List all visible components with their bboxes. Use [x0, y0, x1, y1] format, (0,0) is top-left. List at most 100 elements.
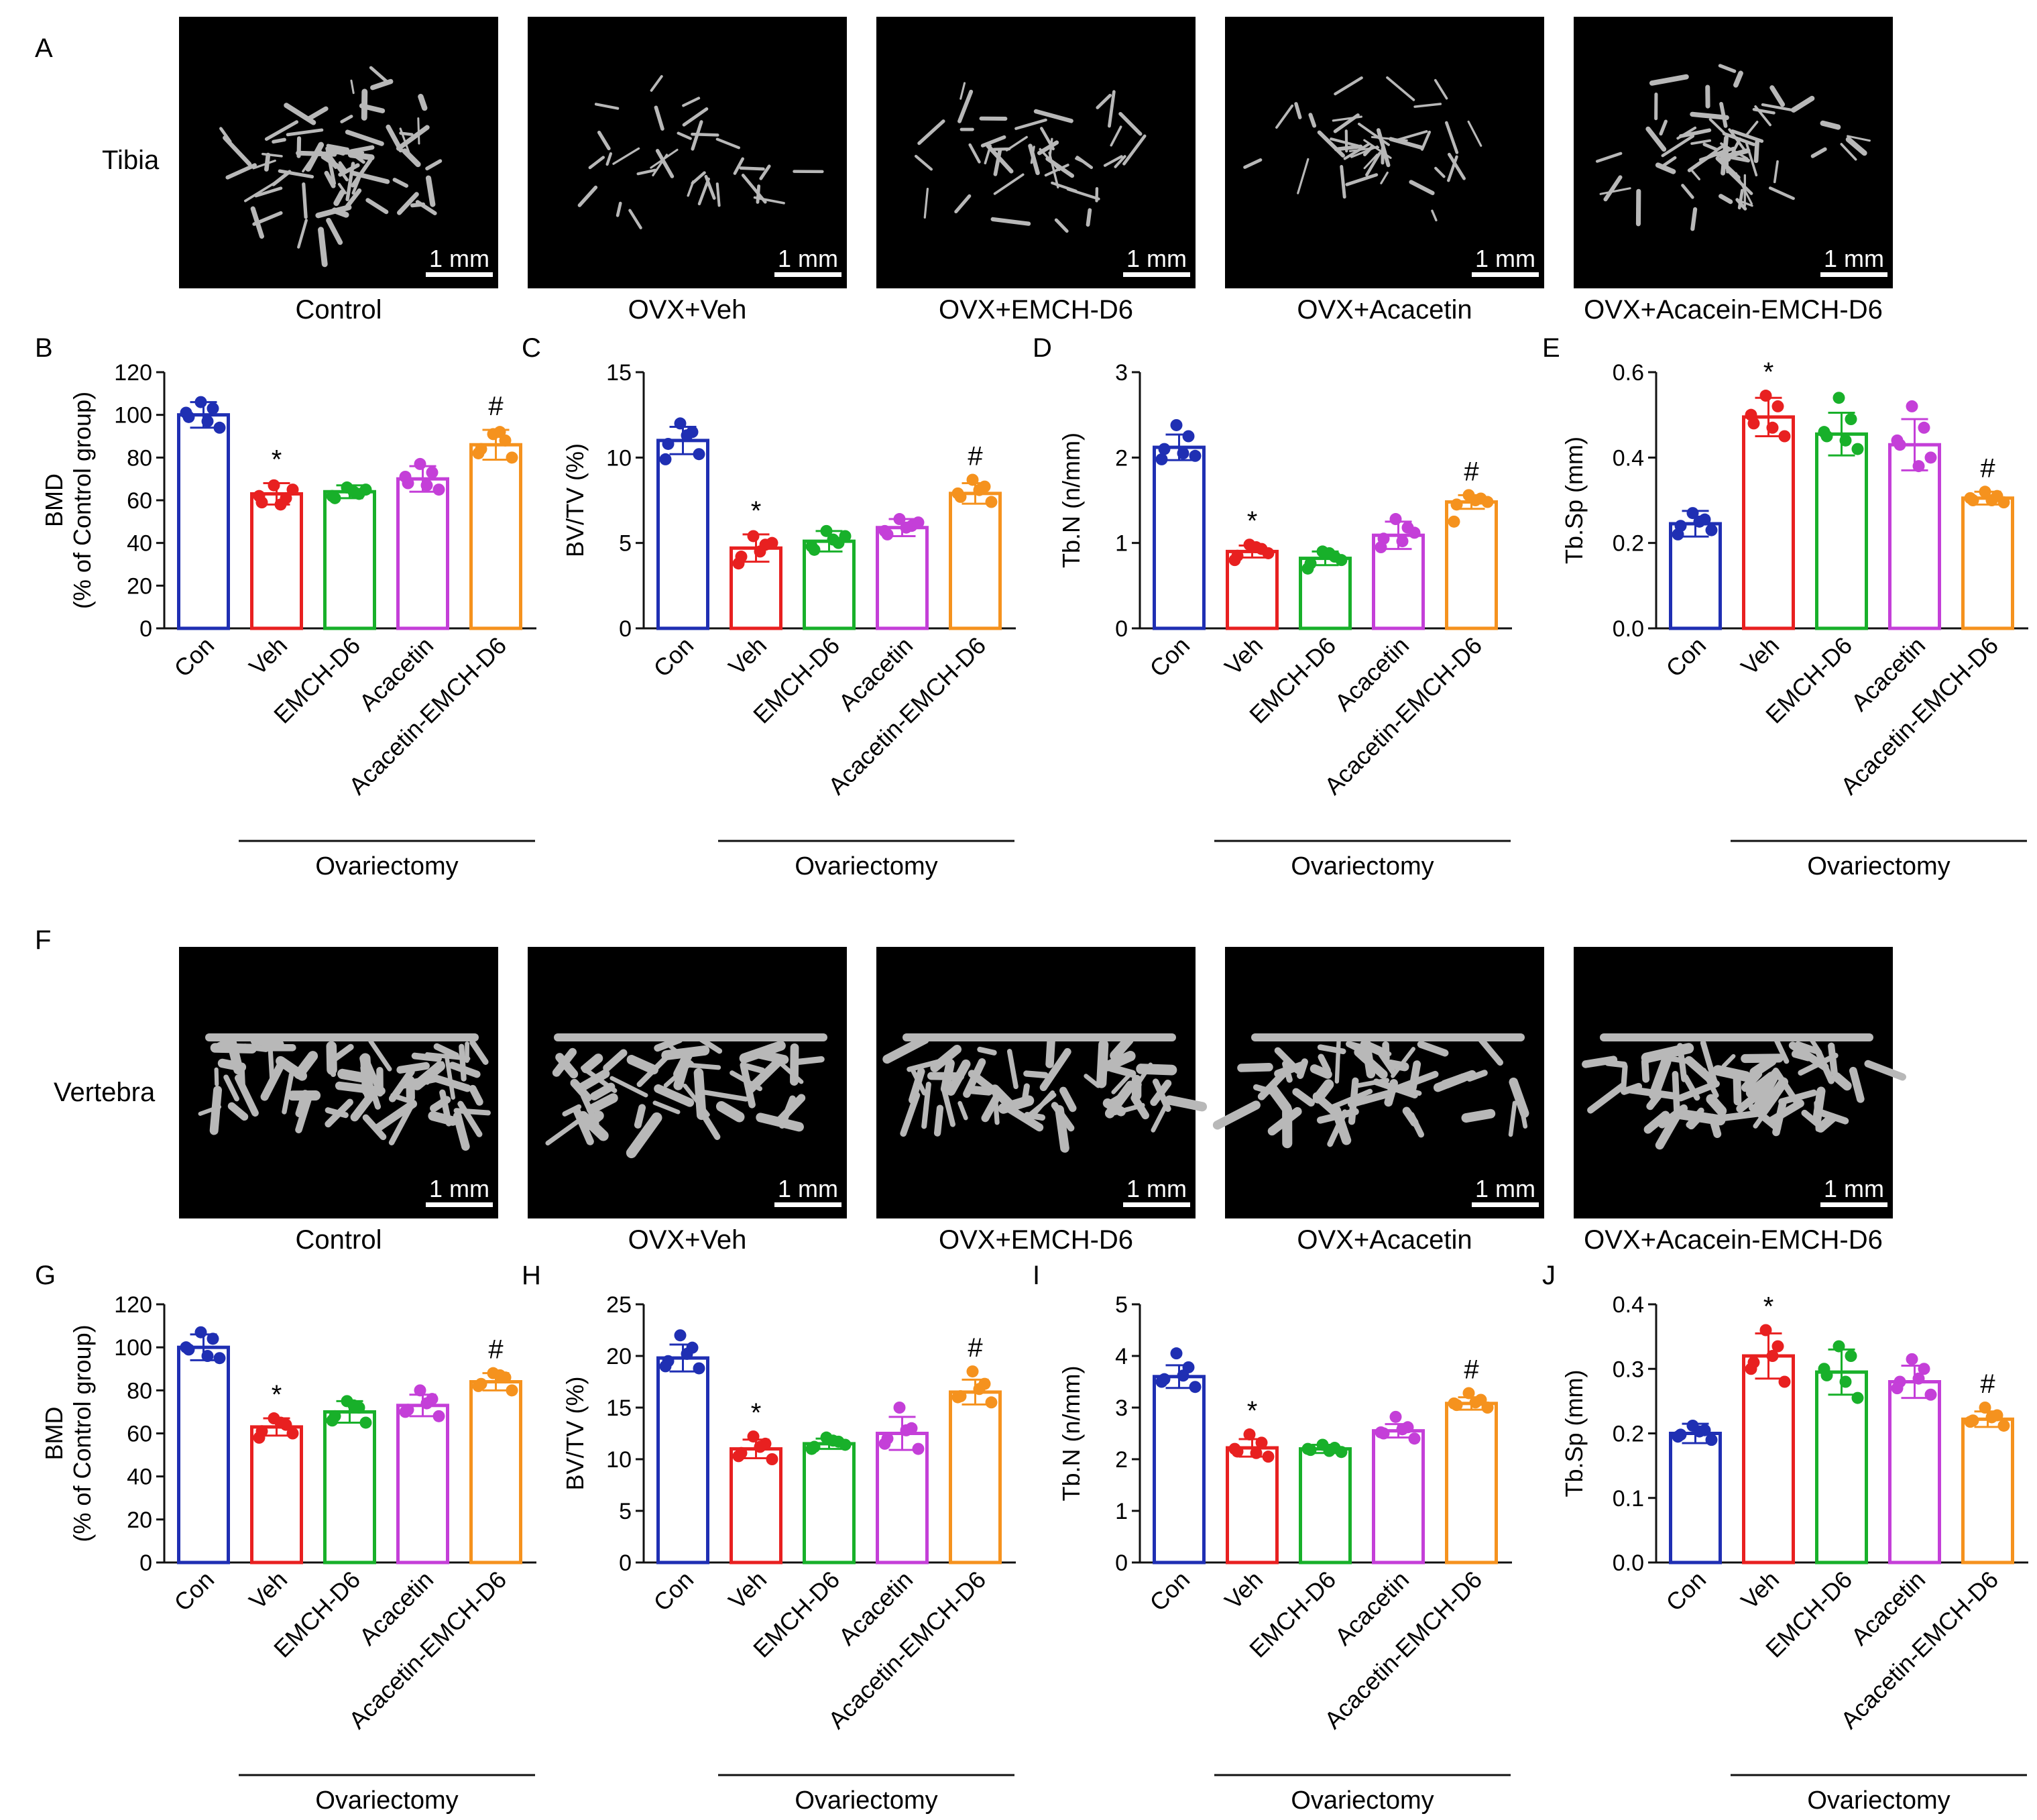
scale-bar [1123, 272, 1190, 277]
trabecula [1110, 1035, 1134, 1061]
data-point [674, 417, 687, 430]
data-point [1158, 443, 1171, 455]
trabecula [345, 129, 384, 146]
image-caption: OVX+EMCH-D6 [939, 1225, 1133, 1255]
data-point [1912, 1372, 1925, 1385]
trabecula [1461, 1108, 1496, 1123]
bar-emch-d6 [1815, 432, 1868, 630]
trabecula [244, 181, 276, 203]
trabecula [209, 1086, 223, 1135]
trabecula [351, 158, 373, 188]
trabecula [326, 217, 343, 245]
data-point [1262, 1451, 1275, 1463]
x-tick-label: Veh [1735, 1566, 1784, 1615]
data-point [1481, 1402, 1494, 1414]
ovariectomy-label: Ovariectomy [315, 852, 458, 880]
trabecula [612, 147, 640, 165]
scale-bar-label: 1 mm [1126, 1175, 1187, 1202]
data-point [1335, 1446, 1348, 1459]
trabecula [1267, 1106, 1302, 1136]
trabecula [1791, 1050, 1812, 1062]
data-point [180, 406, 192, 419]
trabecula [1740, 201, 1753, 207]
significance-star: * [751, 1398, 762, 1428]
y-tick-label: 0 [1115, 616, 1128, 642]
y-tick-label: 15 [606, 360, 632, 386]
trabecula [759, 164, 771, 180]
data-point [1818, 1363, 1830, 1375]
data-point [1389, 513, 1402, 526]
x-tick-label: Con [168, 632, 219, 683]
scale-bar [426, 272, 493, 277]
data-point [1918, 421, 1930, 434]
data-point [1481, 496, 1494, 508]
data-point [900, 521, 913, 534]
trabecula [1661, 134, 1695, 158]
trabecula [469, 1039, 489, 1065]
data-point [754, 545, 766, 558]
y-tick-label: 0 [619, 1550, 632, 1576]
data-point [472, 447, 485, 459]
trabecula [698, 1108, 721, 1140]
trabecula [425, 159, 443, 171]
trabecula [577, 185, 598, 207]
tibia-image-2: 1 mm OVX+Veh [528, 17, 847, 325]
trabecula [430, 1096, 451, 1113]
trabecula [597, 130, 611, 151]
trabecula [696, 1035, 723, 1054]
x-tick-label: Con [1144, 632, 1195, 683]
data-point [839, 1438, 852, 1451]
trabecula [1745, 141, 1758, 177]
trabecula [1075, 157, 1087, 164]
trabecula [652, 1100, 681, 1115]
data-point [286, 484, 299, 496]
bar-acacetin [1888, 1380, 1941, 1565]
trabecula [1751, 1069, 1781, 1117]
panel-letter-f: F [35, 925, 51, 955]
trabecula [1362, 145, 1374, 157]
trabecula [294, 1051, 318, 1080]
trabecula [701, 1089, 749, 1102]
data-point [1979, 486, 1991, 498]
y-tick-label: 20 [127, 573, 152, 599]
scale-bar-label: 1 mm [1824, 245, 1884, 272]
trabecula [1354, 1047, 1388, 1079]
data-point [1448, 1397, 1460, 1410]
trabecula [1151, 1104, 1168, 1133]
trabecula [1478, 1036, 1504, 1066]
data-point [420, 479, 433, 492]
trabecula [930, 1044, 962, 1072]
bar-veh [1226, 1446, 1279, 1565]
data-point [966, 1365, 979, 1378]
data-point [1918, 1363, 1930, 1375]
trabecula [1096, 93, 1112, 109]
data-point [805, 1442, 818, 1455]
trabecula [338, 163, 360, 177]
trabecula [329, 148, 345, 156]
panel-letter: I [1033, 1261, 1040, 1290]
trabecula [1345, 173, 1379, 186]
y-tick-label: 60 [127, 488, 152, 514]
trabecula [1447, 152, 1466, 180]
trabecula [350, 79, 355, 95]
scale-bar [774, 272, 841, 277]
chart-panel-b: B 0 20 40 60 80 100 120 BMD (% of Control group) C… [35, 333, 536, 880]
data-point [1832, 1340, 1845, 1353]
trabecula [616, 201, 622, 217]
data-point [951, 1391, 964, 1404]
trabecular-bone-structure [1212, 1033, 1529, 1149]
data-point [1778, 430, 1791, 443]
data-point [747, 1430, 760, 1443]
trabecula [335, 1081, 386, 1096]
trabecula [691, 120, 703, 151]
x-tick-label: Veh [723, 632, 772, 681]
data-point [207, 1332, 219, 1345]
trabecula [1445, 121, 1459, 154]
x-tick-label: Con [1144, 1566, 1195, 1617]
x-tick-label: Veh [243, 632, 292, 681]
panel-letter: J [1542, 1261, 1556, 1290]
trabecula [1130, 1094, 1149, 1120]
trabecula [1312, 1079, 1334, 1104]
trabecula [1708, 1113, 1722, 1139]
